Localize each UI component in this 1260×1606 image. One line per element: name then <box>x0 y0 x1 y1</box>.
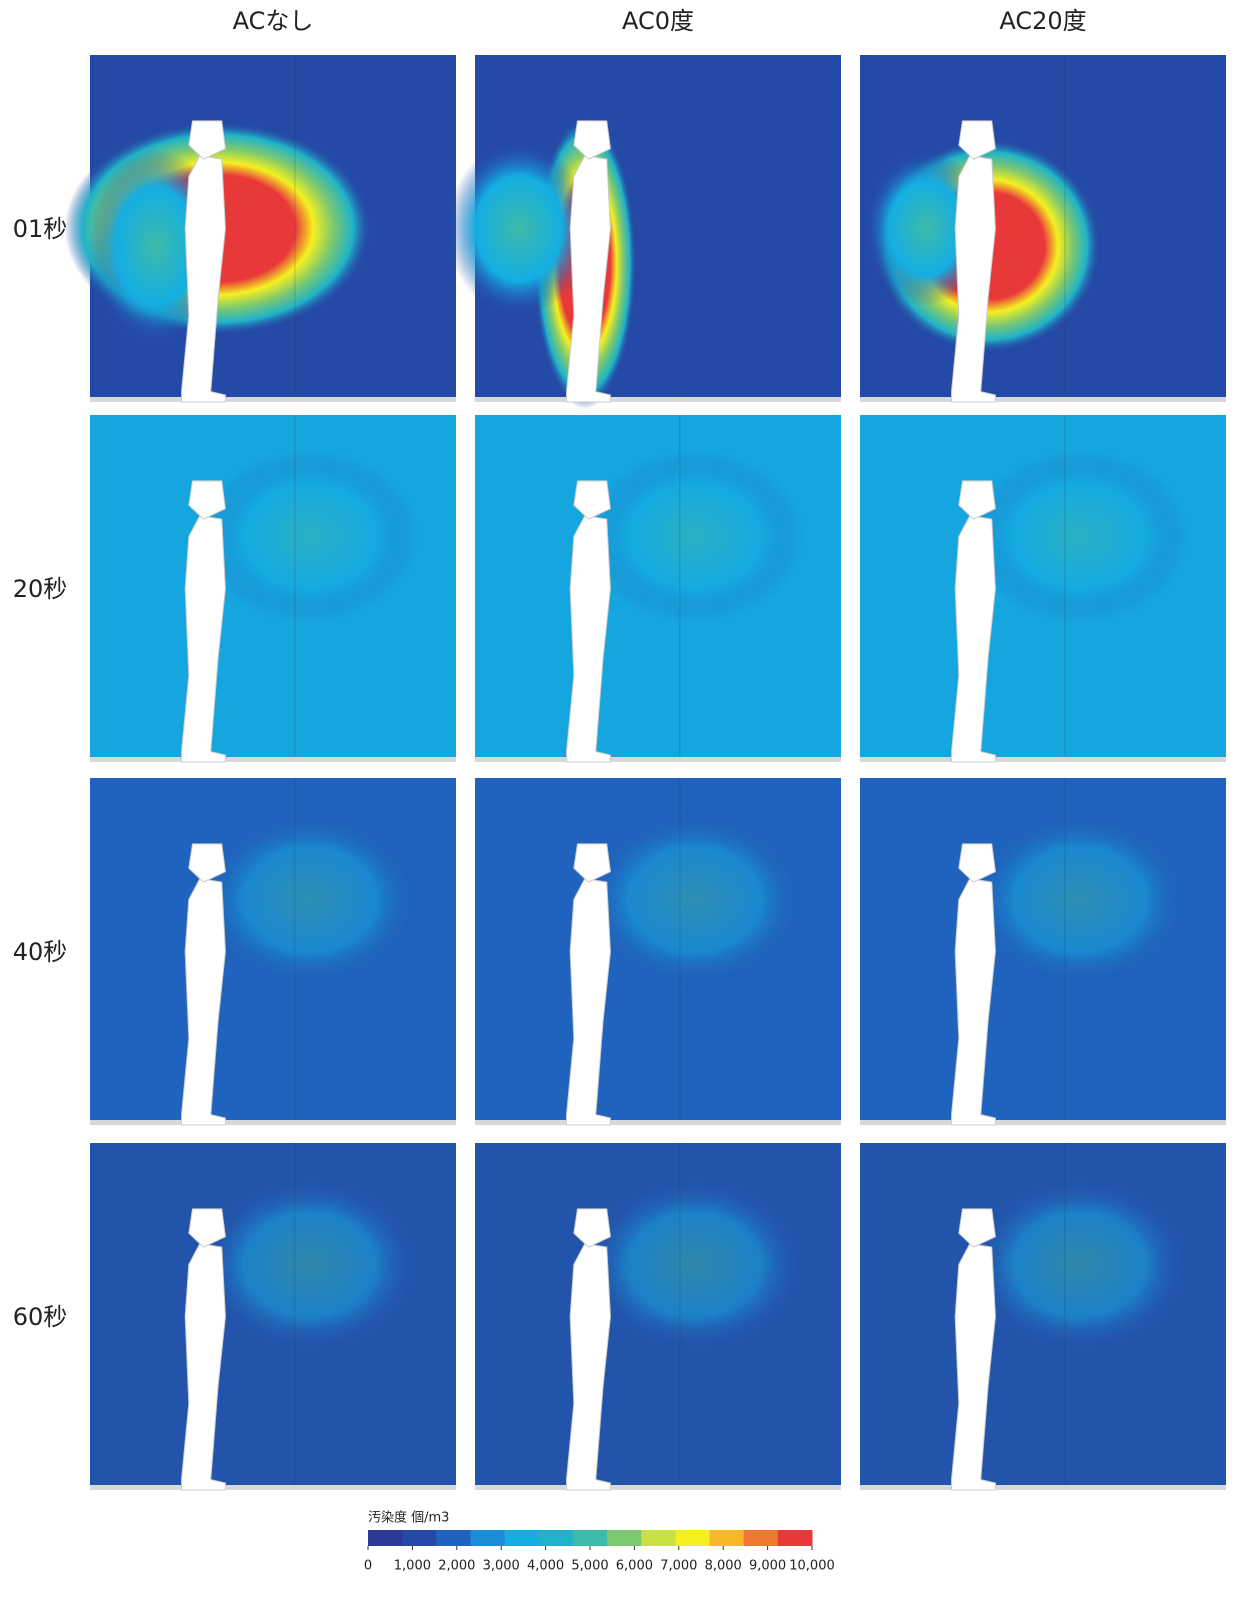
contamination-region <box>970 813 1190 987</box>
contamination-region <box>200 450 420 624</box>
simulation-panel <box>860 1143 1226 1490</box>
floor <box>860 1120 1226 1125</box>
colorbar-tick-label: 6,000 <box>616 1559 653 1574</box>
contamination-plume <box>447 141 590 316</box>
colorbar-tick-label: 1,000 <box>394 1559 431 1574</box>
contamination-region <box>585 813 805 987</box>
contamination-region <box>970 1178 1190 1352</box>
floor <box>90 1120 456 1125</box>
colorbar-tick-label: 4,000 <box>527 1559 564 1574</box>
simulation-panel <box>475 778 841 1125</box>
colorbar-tick-label: 7,000 <box>660 1559 697 1574</box>
row-label: 20秒 <box>13 575 68 603</box>
row-label: 40秒 <box>13 938 68 966</box>
colorbar-segment <box>675 1530 710 1546</box>
column-header: AC20度 <box>999 7 1086 35</box>
simulation-panel <box>860 55 1226 402</box>
colorbar-tick-label: 3,000 <box>483 1559 520 1574</box>
colorbar-segment <box>641 1530 676 1546</box>
floor <box>860 757 1226 762</box>
floor <box>90 1485 456 1490</box>
floor <box>475 1485 841 1490</box>
contamination-region <box>200 813 420 987</box>
colorbar-segment <box>539 1530 574 1546</box>
simulation-panel <box>90 1143 456 1490</box>
floor <box>475 757 841 762</box>
column-header: AC0度 <box>622 7 694 35</box>
simulation-panel <box>90 415 456 762</box>
colorbar-tick-label: 0 <box>364 1559 372 1574</box>
colorbar-tick-label: 10,000 <box>789 1559 835 1574</box>
colorbar-segment <box>778 1530 813 1546</box>
simulation-panel <box>860 778 1226 1125</box>
floor <box>90 397 456 402</box>
contamination-region <box>585 1178 805 1352</box>
colorbar-tick-label: 2,000 <box>438 1559 475 1574</box>
colorbar-segment <box>368 1530 403 1546</box>
simulation-panel <box>64 55 456 402</box>
colorbar-segment <box>505 1530 540 1546</box>
simulation-panel <box>90 778 456 1125</box>
contamination-region <box>970 450 1190 624</box>
row-label: 60秒 <box>13 1303 68 1331</box>
simulation-panel <box>860 415 1226 762</box>
floor <box>860 1485 1226 1490</box>
floor <box>90 757 456 762</box>
row-label: 01秒 <box>13 215 68 243</box>
floor <box>475 397 841 402</box>
simulation-panel <box>475 1143 841 1490</box>
colorbar-segment <box>573 1530 608 1546</box>
simulation-panel <box>447 55 841 409</box>
colorbar-tick-label: 9,000 <box>749 1559 786 1574</box>
floor <box>475 1120 841 1125</box>
colorbar-segment <box>607 1530 642 1546</box>
colorbar-segment <box>436 1530 471 1546</box>
contamination-region <box>200 1178 420 1352</box>
colorbar-label: 汚染度 個/m3 <box>368 1510 449 1526</box>
colorbar-tick-label: 8,000 <box>705 1559 742 1574</box>
colorbar-segment <box>470 1530 505 1546</box>
simulation-panel <box>475 415 841 762</box>
colorbar-segment <box>402 1530 437 1546</box>
colorbar-tick-label: 5,000 <box>571 1559 608 1574</box>
colorbar-segment <box>744 1530 779 1546</box>
contamination-region <box>585 450 805 624</box>
colorbar-segment <box>710 1530 745 1546</box>
column-header: ACなし <box>233 7 314 35</box>
figure: ACなし AC0度 AC20度 01秒 20秒 40秒 60秒汚染度 個/m3 0 1,000 2… <box>0 0 1260 1606</box>
floor <box>860 397 1226 402</box>
